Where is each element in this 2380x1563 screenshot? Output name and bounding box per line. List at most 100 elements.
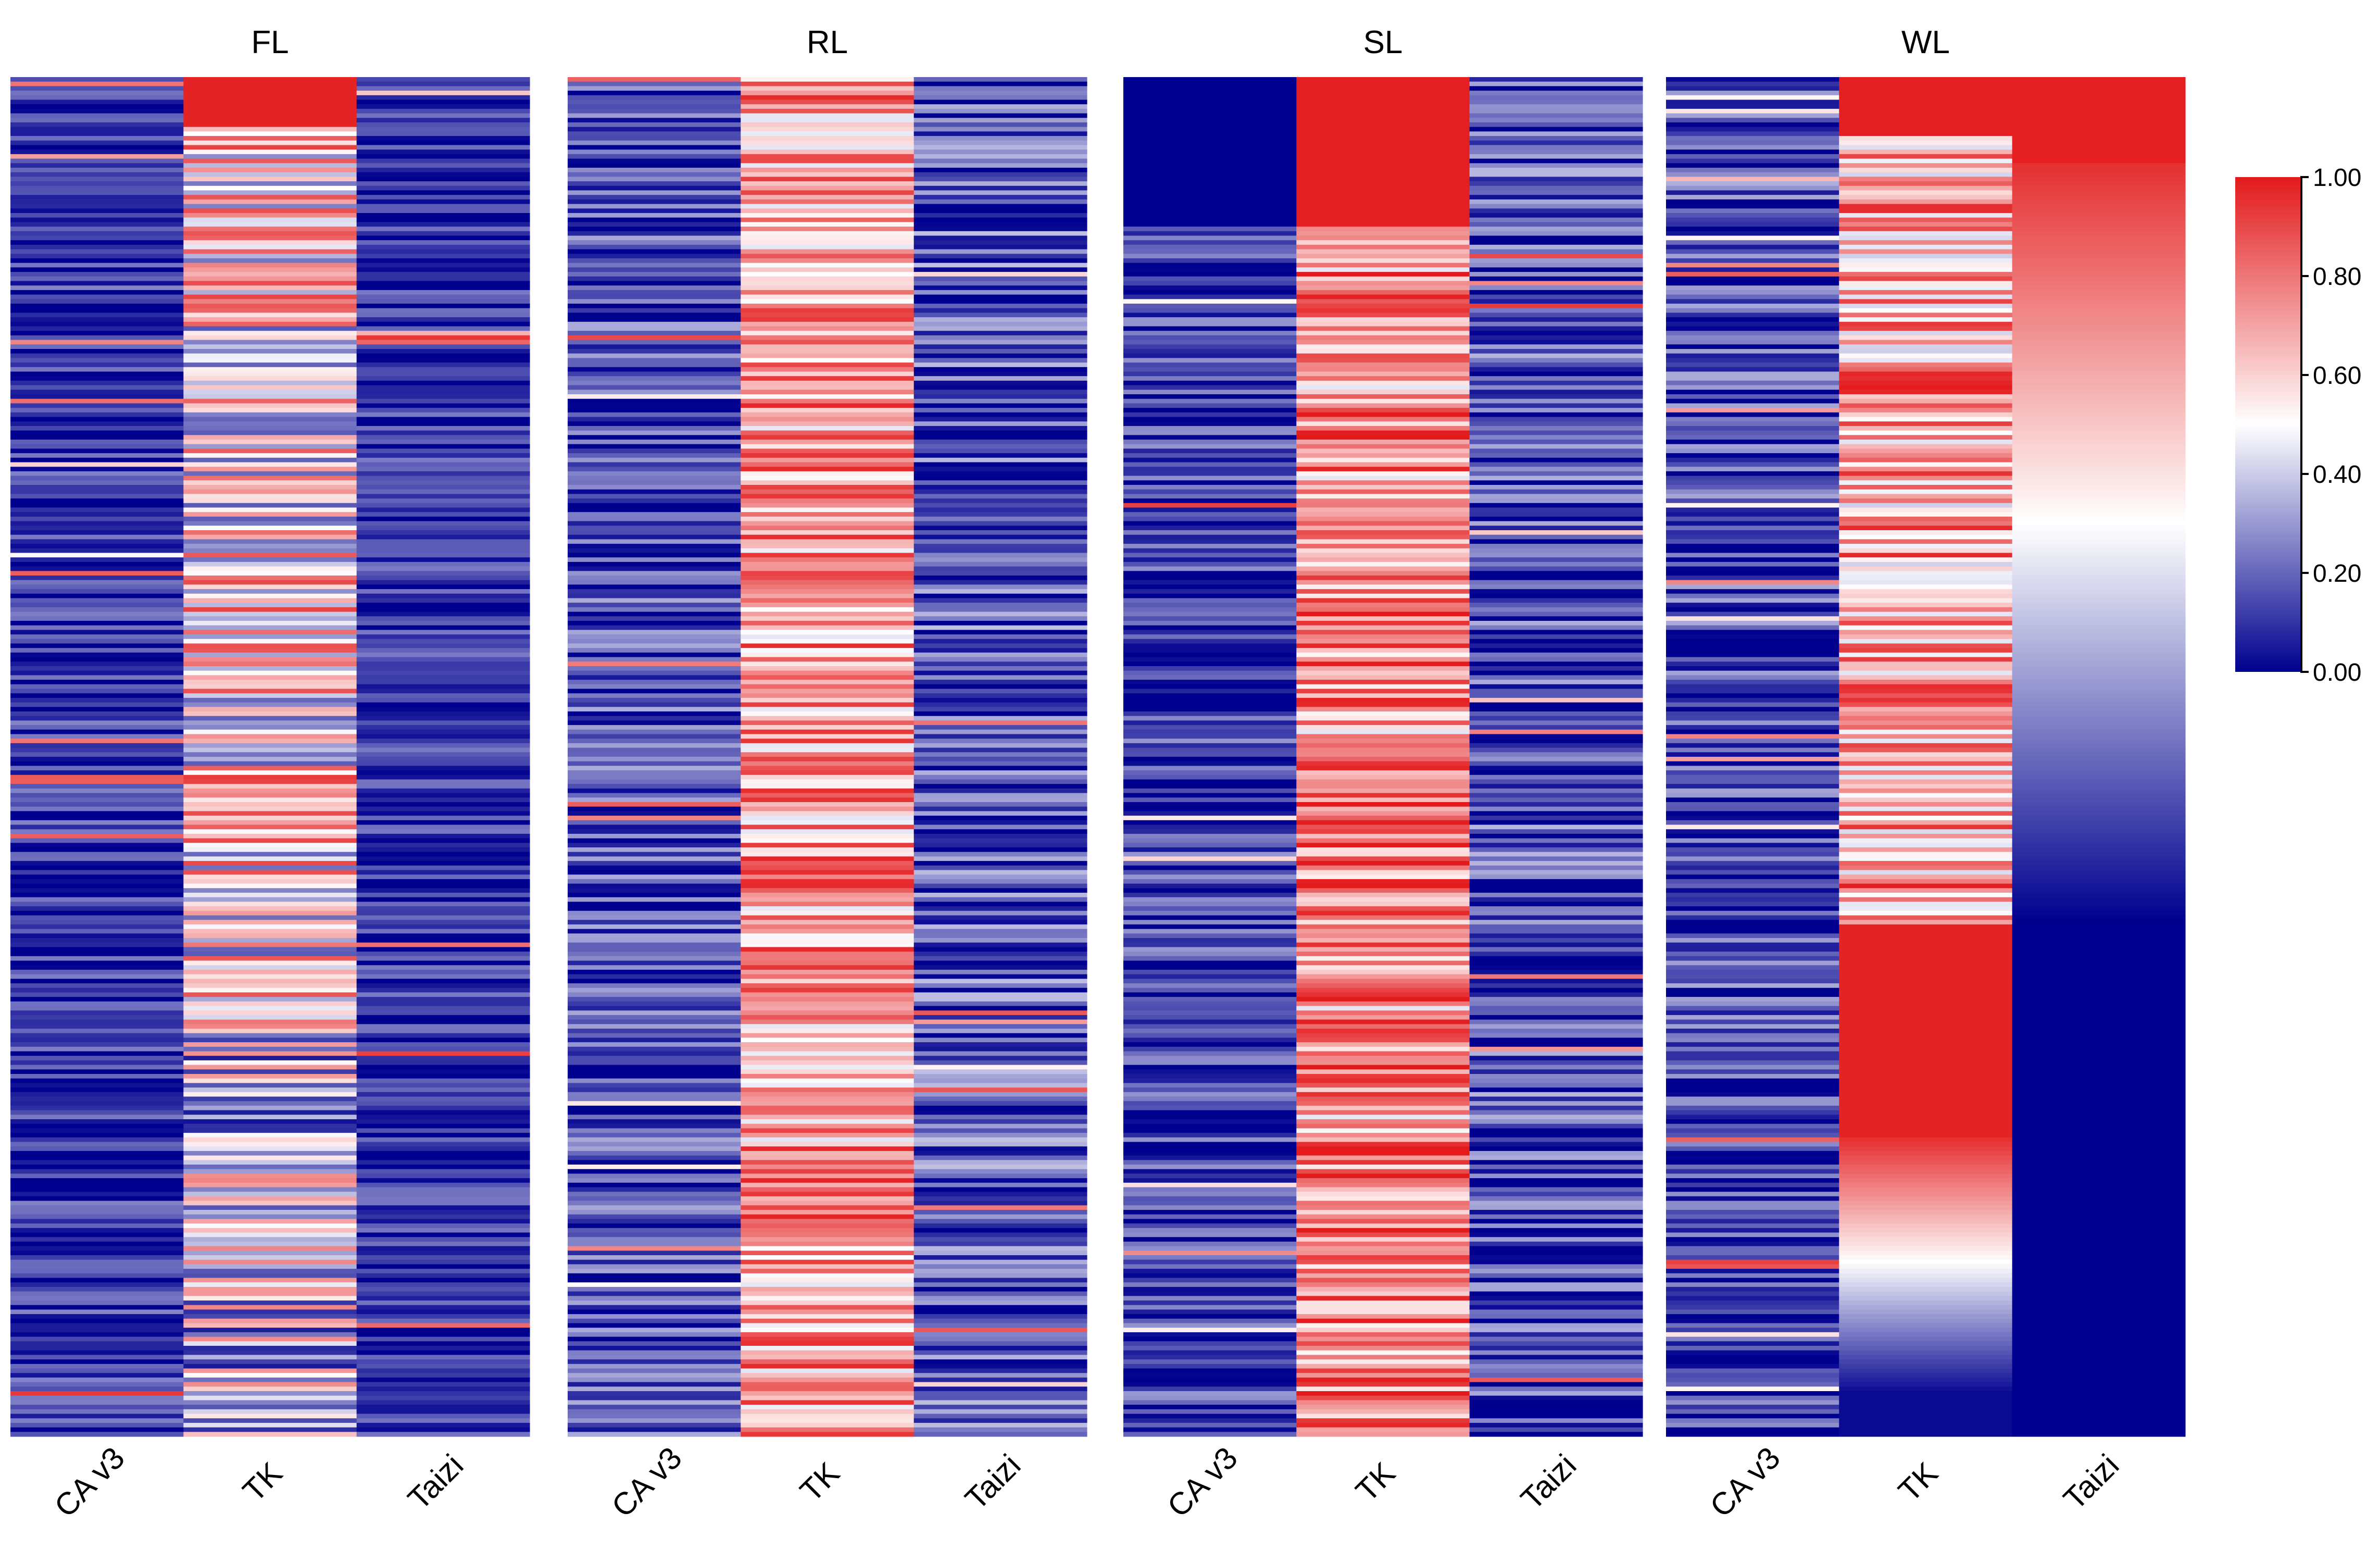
heatmap-cell: [1469, 190, 1643, 195]
heatmap-cell: [1839, 371, 2013, 377]
heatmap-cell: [356, 843, 530, 848]
heatmap-cell: [183, 924, 357, 930]
heatmap-cell: [10, 1409, 184, 1415]
heatmap-cell: [2012, 766, 2186, 771]
heatmap-cell: [183, 267, 357, 272]
heatmap-cell: [183, 902, 357, 907]
heatmap-cell: [1839, 467, 2013, 472]
heatmap-cell: [356, 965, 530, 970]
heatmap-cell: [1123, 561, 1297, 567]
heatmap-cell: [1296, 1346, 1470, 1351]
heatmap-cell: [183, 580, 357, 585]
heatmap-cell: [1839, 276, 2013, 282]
heatmap-cell: [1296, 684, 1470, 690]
heatmap-cell: [1123, 888, 1297, 893]
heatmap-cell: [1296, 539, 1470, 544]
heatmap-cell: [741, 861, 915, 866]
heatmap-column: [1296, 77, 1470, 1437]
heatmap-cell: [1839, 1314, 2013, 1319]
heatmap-cell: [1666, 1069, 1839, 1074]
heatmap-cell: [183, 512, 357, 517]
heatmap-cell: [183, 797, 357, 803]
heatmap-cell: [1839, 566, 2013, 571]
heatmap-cell: [2012, 720, 2186, 726]
heatmap-cell: [1666, 1251, 1839, 1256]
heatmap-cell: [10, 1219, 184, 1224]
heatmap-cell: [10, 417, 184, 422]
heatmap-cell: [1469, 1264, 1643, 1269]
heatmap-cell: [10, 893, 184, 898]
heatmap-cell: [1469, 965, 1643, 970]
heatmap-cell: [741, 906, 915, 911]
heatmap-cell: [913, 779, 1087, 784]
heatmap-cell: [1469, 1083, 1643, 1088]
heatmap-cell: [1469, 240, 1643, 245]
heatmap-cell: [10, 1382, 184, 1387]
heatmap-cell: [741, 91, 915, 96]
heatmap-cell: [1296, 344, 1470, 349]
heatmap-cell: [1839, 774, 2013, 780]
heatmap-cell: [1123, 136, 1297, 141]
heatmap-cell: [10, 910, 184, 916]
heatmap-cell: [183, 566, 357, 571]
heatmap-cell: [183, 1346, 357, 1351]
heatmap-cell: [1123, 779, 1297, 784]
heatmap-cell: [741, 1237, 915, 1242]
heatmap-cell: [568, 1278, 741, 1283]
heatmap-cell: [568, 1196, 741, 1202]
heatmap-cell: [741, 1278, 915, 1283]
heatmap-cell: [2012, 593, 2186, 599]
heatmap-cell: [1469, 616, 1643, 621]
heatmap-cell: [2012, 1269, 2186, 1274]
heatmap-cell: [741, 448, 915, 454]
heatmap-cell: [913, 670, 1087, 676]
heatmap-cell: [1469, 512, 1643, 517]
heatmap-cell: [1469, 526, 1643, 531]
heatmap-cell: [356, 910, 530, 916]
heatmap-cell: [1296, 643, 1470, 648]
heatmap-cell: [568, 1178, 741, 1183]
heatmap-cell: [741, 675, 915, 680]
heatmap-cell: [1296, 181, 1470, 186]
heatmap-cell: [1666, 244, 1839, 250]
heatmap-cell: [741, 584, 915, 590]
heatmap-cell: [1839, 1282, 2013, 1287]
heatmap-cell: [10, 1309, 184, 1315]
heatmap-cell: [183, 227, 357, 232]
heatmap-cell: [183, 503, 357, 508]
heatmap-cell: [1123, 453, 1297, 458]
heatmap-cell: [1839, 489, 2013, 494]
heatmap-cell: [1123, 720, 1297, 726]
heatmap-cell: [183, 689, 357, 694]
heatmap-cell: [183, 992, 357, 997]
heatmap-cell: [741, 648, 915, 653]
heatmap-cell: [568, 172, 741, 177]
heatmap-cell: [1469, 1019, 1643, 1024]
heatmap-cell: [183, 1309, 357, 1315]
heatmap-cell: [2012, 874, 2186, 880]
heatmap-cell: [183, 711, 357, 717]
heatmap-cell: [1666, 1228, 1839, 1233]
heatmap-cell: [1469, 697, 1643, 703]
heatmap-cell: [1469, 149, 1643, 155]
heatmap-cell: [2012, 417, 2186, 422]
heatmap-cell: [2012, 371, 2186, 377]
heatmap-cell: [1123, 421, 1297, 427]
heatmap-cell: [913, 1373, 1087, 1378]
heatmap-cell: [1123, 874, 1297, 880]
heatmap-cell: [1296, 1083, 1470, 1088]
heatmap-cell: [356, 1160, 530, 1165]
heatmap-cell: [10, 965, 184, 970]
heatmap-cell: [1123, 598, 1297, 603]
heatmap-cell: [2012, 149, 2186, 155]
heatmap-cell: [1469, 267, 1643, 272]
heatmap-cell: [2012, 553, 2186, 558]
heatmap-cell: [1469, 462, 1643, 467]
heatmap-cell: [1123, 358, 1297, 363]
heatmap-cell: [568, 272, 741, 277]
heatmap-cell: [1296, 308, 1470, 313]
heatmap-cell: [2012, 262, 2186, 268]
heatmap-cell: [1123, 879, 1297, 884]
heatmap-cell: [10, 285, 184, 291]
heatmap-cell: [1666, 213, 1839, 218]
